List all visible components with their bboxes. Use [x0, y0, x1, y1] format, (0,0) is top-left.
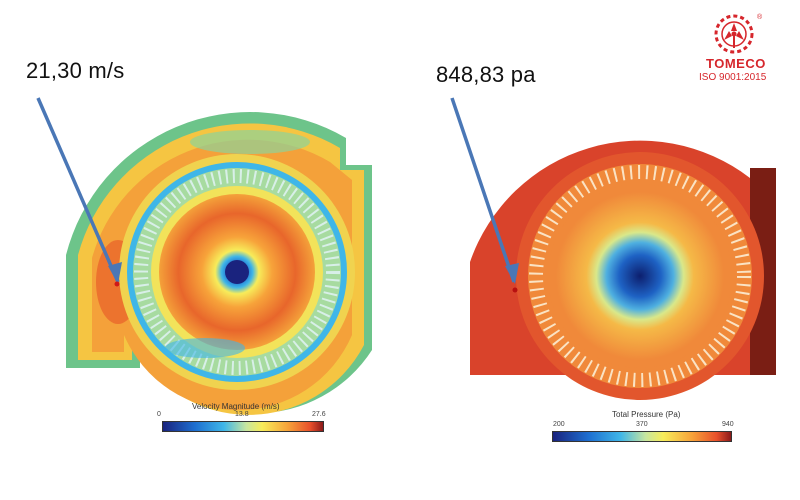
logo-name: TOMECO — [706, 56, 766, 71]
velocity-legend-max: 27.6 — [312, 411, 326, 418]
pressure-legend-title: Total Pressure (Pa) — [612, 410, 681, 419]
velocity-legend-title: Velocity Magnitude (m/s) — [192, 402, 280, 411]
velocity-contour-plot — [66, 112, 372, 415]
pressure-callout-arrow — [450, 97, 516, 283]
velocity-callout: 21,30 m/s — [26, 58, 125, 83]
pressure-arrowhead — [505, 263, 519, 284]
logo-certification: ISO 9001:2015 — [699, 72, 767, 83]
tomeco-emblem — [714, 14, 754, 54]
pressure-legend-max: 940 — [722, 421, 734, 428]
pressure-colorbar — [552, 431, 732, 442]
pressure-callout: 848,83 pa — [436, 62, 536, 87]
velocity-arrowhead — [108, 262, 122, 284]
registered-mark: ® — [757, 14, 763, 21]
velocity-legend-min: 0 — [157, 411, 161, 418]
pressure-contour-plot — [470, 140, 776, 400]
velocity-callout-arrow — [36, 97, 120, 283]
pressure-probe-point — [512, 287, 518, 293]
pressure-legend-mid: 370 — [636, 421, 648, 428]
velocity-legend-mid: 13.8 — [235, 411, 249, 418]
velocity-probe-point — [114, 281, 120, 287]
pressure-legend-min: 200 — [553, 421, 565, 428]
velocity-colorbar — [162, 421, 324, 432]
